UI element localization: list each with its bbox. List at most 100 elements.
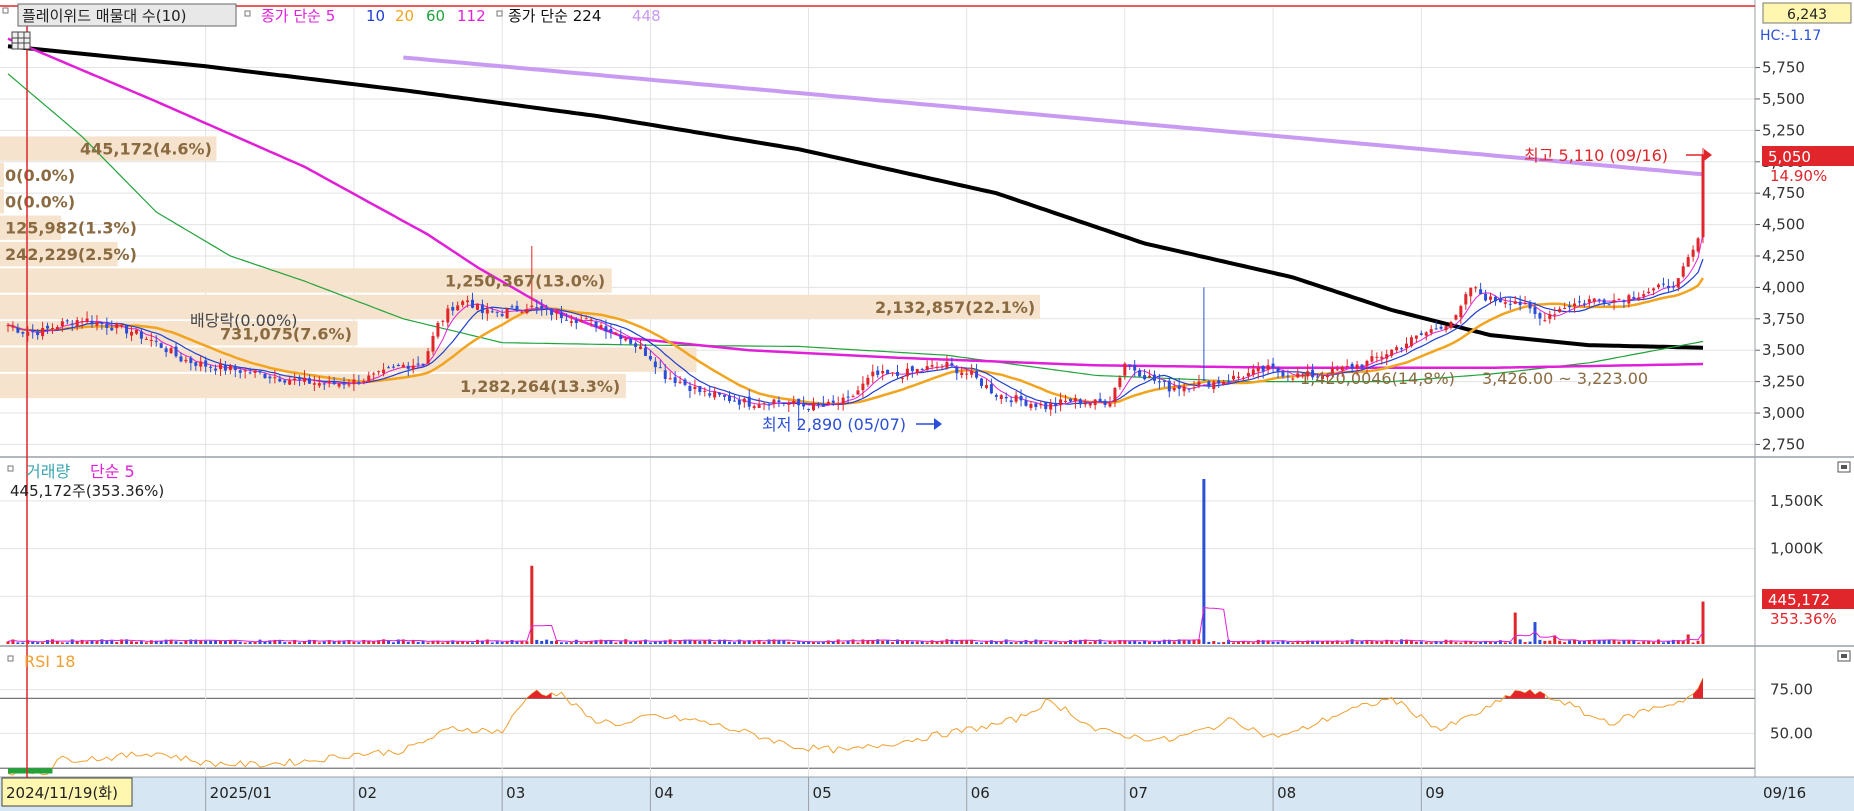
candle-body <box>1291 378 1295 380</box>
volume-bar <box>678 640 682 644</box>
candle-body <box>26 331 30 336</box>
candle-body <box>762 403 766 405</box>
legend-ma10[interactable]: 10 <box>366 7 385 25</box>
volume-bar <box>1365 640 1369 644</box>
volume-bar <box>762 642 766 644</box>
moving-average-lines <box>7 37 1705 407</box>
volume-bar <box>1370 641 1374 644</box>
candle-body <box>891 372 895 374</box>
candle-body <box>564 319 568 321</box>
candle-body <box>1563 307 1567 309</box>
volume-bar <box>777 639 781 644</box>
month-label: 03 <box>506 784 525 802</box>
volume-bar <box>584 641 588 644</box>
volume-bar <box>1320 641 1324 644</box>
legend-ma20[interactable]: 20 <box>395 7 414 25</box>
volume-bar <box>204 640 208 644</box>
candle-body <box>90 320 94 325</box>
last-volume-badge <box>1762 589 1854 609</box>
volume-bar <box>471 642 475 644</box>
volume-bar <box>1400 639 1404 644</box>
candle-body <box>1518 301 1522 306</box>
legend-ma60[interactable]: 60 <box>426 7 445 25</box>
candle-body <box>1217 380 1221 384</box>
rsi-close-icon[interactable] <box>1837 650 1851 662</box>
volume-bar <box>836 639 840 644</box>
legend-sma2-label[interactable]: 종가 단순 224 <box>508 7 601 25</box>
rsi-title[interactable]: RSI 18 <box>24 652 75 671</box>
legend-sma-label[interactable]: 종가 단순 5 <box>261 7 335 25</box>
candle-body <box>110 327 114 331</box>
volume-bar <box>1696 640 1700 644</box>
candle-body <box>1548 314 1552 320</box>
volume-bar <box>421 640 425 644</box>
candle-body <box>970 371 974 375</box>
candle-body <box>1227 380 1231 382</box>
volume-bar <box>1118 640 1122 644</box>
volume-bar <box>545 639 549 644</box>
volume-bar <box>1439 641 1443 644</box>
price-tick-label: 3,250 <box>1762 373 1805 391</box>
candle-body <box>782 402 786 404</box>
volume-bar <box>653 641 657 644</box>
volume-bar <box>1073 640 1077 644</box>
volume-bar <box>975 642 979 644</box>
volume-profile-indicator-button[interactable] <box>17 3 237 27</box>
volume-bar <box>1325 641 1329 644</box>
volume-bar <box>747 640 751 644</box>
volume-bar <box>214 640 218 644</box>
candle-body <box>555 310 559 314</box>
candle-body <box>1469 287 1473 297</box>
candle-body <box>1523 303 1527 305</box>
volume-title[interactable]: 거래량 <box>26 462 70 481</box>
volume-bar <box>238 641 242 644</box>
candle-body <box>1647 291 1651 294</box>
volume-bar <box>164 639 168 644</box>
volume-bar <box>767 639 771 644</box>
candle-body <box>965 373 969 375</box>
volume-bar <box>1691 642 1695 644</box>
volume-close-icon[interactable] <box>1837 461 1851 473</box>
candle-body <box>1429 329 1433 333</box>
volume-bar <box>1395 642 1399 644</box>
candle-body <box>293 378 297 381</box>
candle-body <box>223 365 227 371</box>
candle-body <box>856 390 860 395</box>
volume-bar <box>1157 640 1161 644</box>
candle-body <box>1513 301 1517 304</box>
volume-bar <box>688 639 692 644</box>
volume-bar <box>1459 642 1463 644</box>
volume-bar <box>1573 639 1577 644</box>
volume-bar <box>357 642 361 644</box>
volume-bar <box>1681 640 1685 644</box>
volume-bar <box>1217 642 1221 644</box>
candle-body <box>139 331 143 339</box>
volume-bar <box>298 642 302 644</box>
volume-bar <box>683 639 687 644</box>
candle-body <box>312 383 316 385</box>
volume-bar <box>742 641 746 644</box>
volume-bar <box>520 640 524 644</box>
volume-bar <box>283 642 287 644</box>
volume-sma-title[interactable]: 단순 5 <box>90 462 135 481</box>
candle-body <box>1489 296 1493 300</box>
volume-bar <box>624 639 628 644</box>
candle-body <box>589 319 593 321</box>
candle-body <box>327 381 331 384</box>
ma5-line <box>7 233 1704 407</box>
ma448-line <box>403 55 1704 177</box>
rsi-oversold-fill <box>8 768 53 774</box>
candle-body <box>723 394 727 397</box>
volume-bar <box>233 640 237 644</box>
candle-body <box>1454 315 1458 320</box>
volume-bar <box>352 641 356 644</box>
legend-ma448[interactable]: 448 <box>632 7 661 25</box>
volume-bar <box>1301 642 1305 644</box>
grid-icon[interactable] <box>11 31 31 50</box>
volume-bar <box>599 639 603 644</box>
legend-ma112[interactable]: 112 <box>457 7 486 25</box>
legend-square-icon <box>244 10 251 17</box>
volume-bar <box>1004 639 1008 644</box>
volume-bar <box>461 641 465 644</box>
